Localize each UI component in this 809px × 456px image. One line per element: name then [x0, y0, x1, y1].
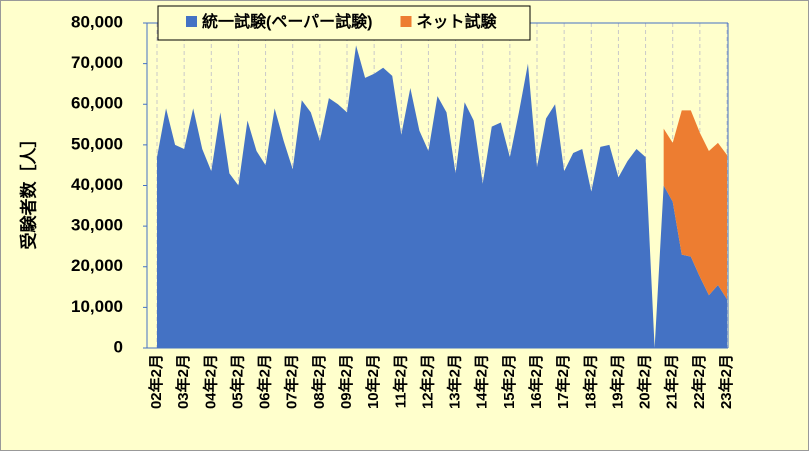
x-tick-label: 14年2月 [473, 354, 491, 409]
x-tick-label: 16年2月 [527, 354, 545, 409]
legend-swatch [400, 16, 412, 27]
x-tick-label: 21年2月 [663, 354, 681, 409]
y-tick-label: 60,000 [71, 94, 123, 113]
x-tick-label: 20年2月 [636, 354, 654, 409]
x-tick-label: 09年2月 [337, 354, 355, 409]
x-tick-label: 11年2月 [391, 354, 409, 408]
legend-label: ネット試験 [417, 12, 498, 31]
x-tick-label: 13年2月 [446, 354, 464, 409]
x-tick-label: 17年2月 [554, 354, 572, 409]
x-tick-label: 02年2月 [147, 354, 165, 409]
x-tick-label: 19年2月 [608, 354, 626, 409]
x-tick-label: 18年2月 [581, 354, 599, 409]
x-tick-label: 22年2月 [690, 354, 708, 409]
y-tick-label: 50,000 [71, 134, 123, 153]
legend-box [157, 5, 531, 41]
area [663, 110, 727, 300]
x-tick-label: 05年2月 [228, 354, 246, 409]
y-tick-label: 20,000 [71, 256, 123, 275]
legend-swatch [186, 16, 197, 27]
legend-label: 統一試験(ペーパー試験) [202, 12, 373, 31]
x-tick-label: 03年2月 [174, 354, 192, 409]
x-tick-label: 10年2月 [364, 354, 382, 409]
y-axis-label: 受験者数［人］ [18, 131, 38, 250]
x-tick-label: 12年2月 [418, 354, 436, 409]
x-tick-label: 07年2月 [283, 354, 301, 409]
x-tick-label: 04年2月 [201, 354, 219, 409]
y-tick-label: 80,000 [71, 12, 123, 31]
y-tick-label: 40,000 [71, 175, 123, 194]
x-tick-label: 08年2月 [310, 354, 328, 409]
y-tick-label: 10,000 [71, 297, 123, 316]
x-tick-label: 06年2月 [256, 354, 274, 409]
area [157, 45, 727, 348]
x-tick-label: 15年2月 [500, 354, 518, 409]
y-tick-label: 70,000 [71, 53, 123, 72]
x-tick-label: 23年2月 [717, 354, 735, 409]
y-tick-label: 0 [114, 337, 123, 356]
y-tick-label: 30,000 [71, 216, 123, 235]
